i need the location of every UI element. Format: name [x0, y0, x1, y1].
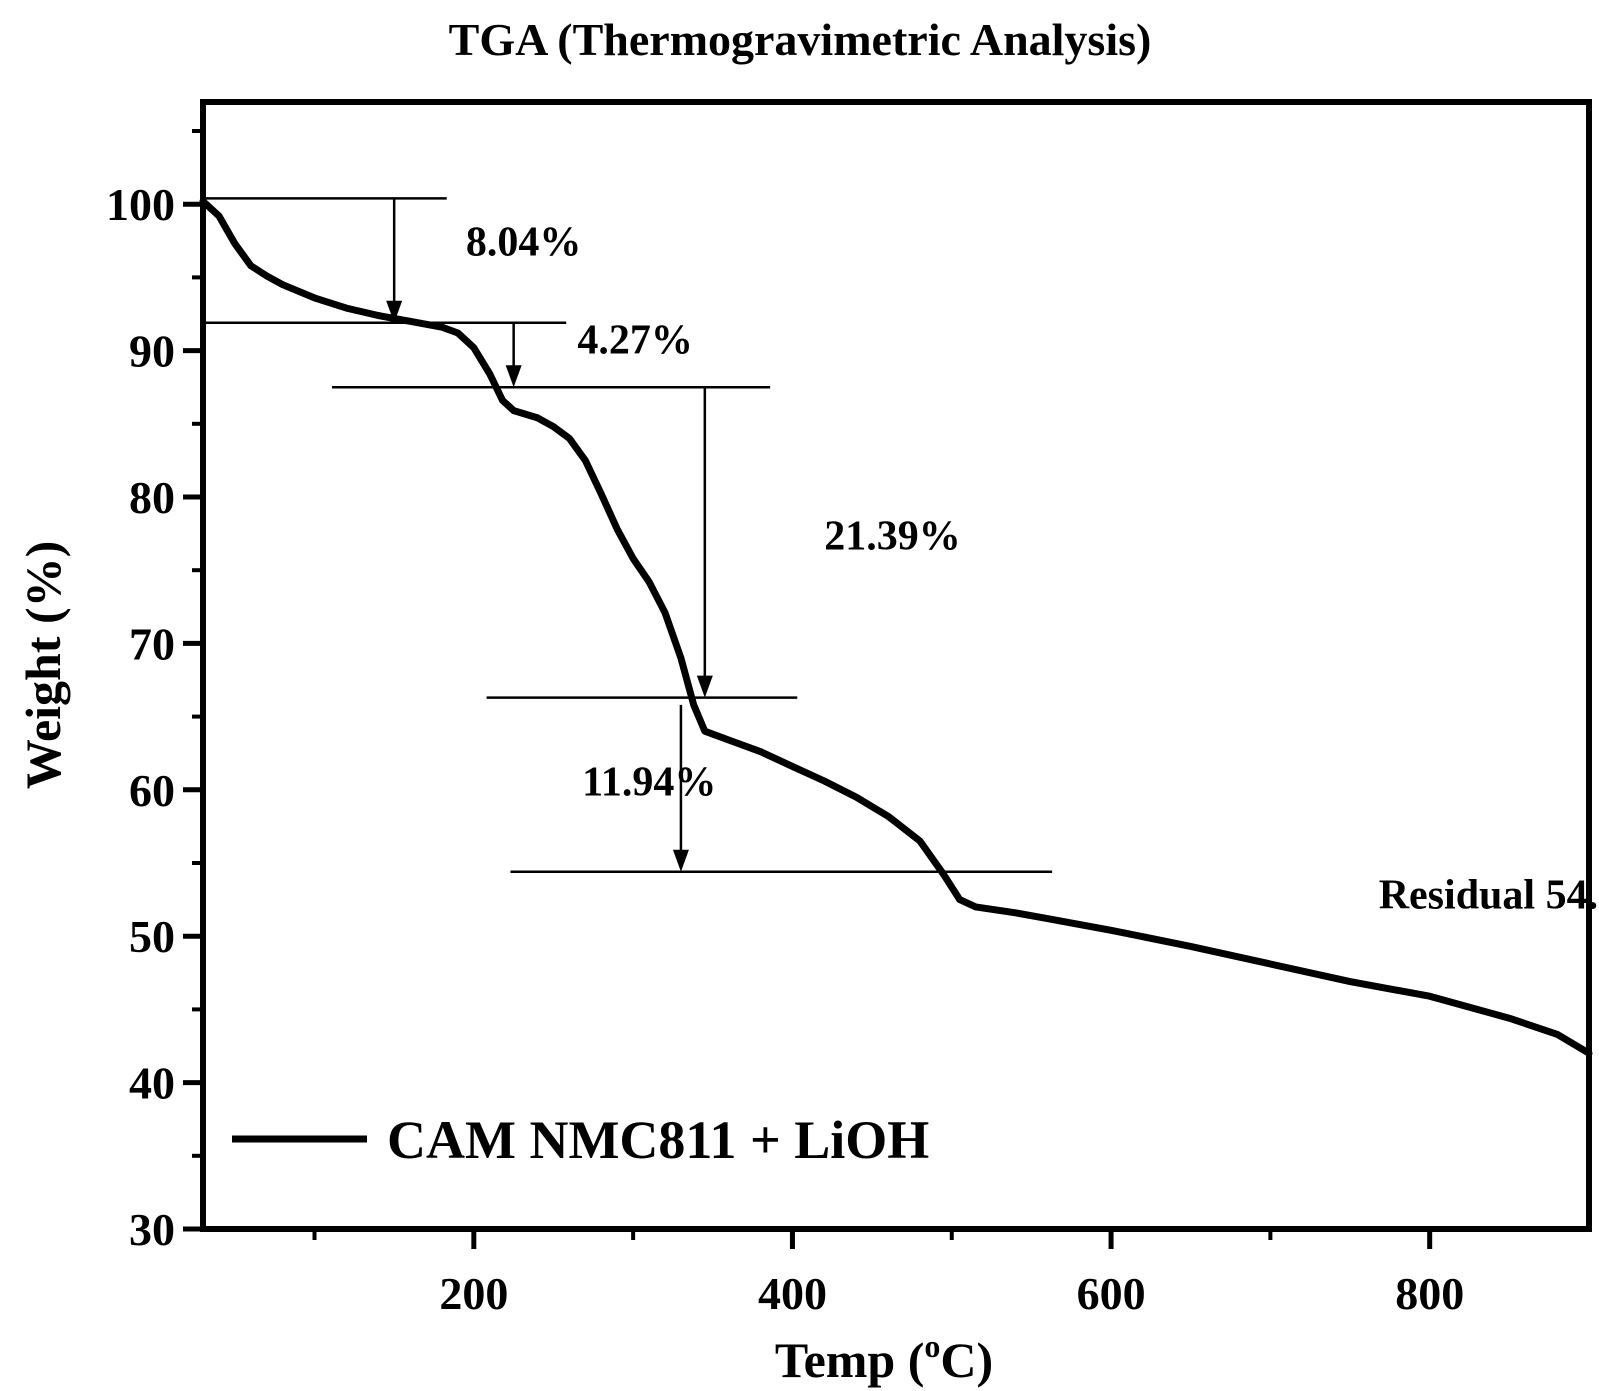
- y-tick-label: 30: [129, 1204, 175, 1255]
- x-tick-label: 600: [1077, 1268, 1146, 1319]
- legend: CAM NMC811 + LiOH: [232, 1110, 929, 1170]
- y-axis-ticks: 30 40 50 60 70 80 90 100: [106, 129, 203, 1255]
- arrow-head: [672, 849, 689, 872]
- annotation-label: Residual 54.36%: [1379, 872, 1599, 918]
- y-tick-label: 100: [106, 179, 175, 230]
- arrow-head: [386, 300, 403, 323]
- x-axis-label: Temp (oC): [775, 1328, 993, 1388]
- annotation-labels: 8.04% 4.27% 21.39% 11.94% Residual 54.36%: [466, 219, 1599, 918]
- step-arrows: [386, 198, 713, 872]
- y-axis-label: Weight (%): [15, 541, 71, 790]
- series-line: [199, 197, 1593, 1057]
- y-tick-label: 90: [129, 326, 175, 377]
- y-tick-label: 50: [129, 911, 175, 962]
- annotation-label: 8.04%: [466, 219, 582, 265]
- annotation-label: 11.94%: [582, 760, 716, 806]
- legend-label: CAM NMC811 + LiOH: [387, 1110, 929, 1170]
- y-tick-label: 60: [129, 765, 175, 816]
- y-tick-label: 70: [129, 618, 175, 669]
- annotation-label: 4.27%: [577, 318, 693, 364]
- x-axis-ticks: 200 400 600 800: [312, 1229, 1464, 1319]
- reference-lines: [203, 197, 1053, 874]
- chart-title: TGA (Thermogravimetric Analysis): [449, 14, 1152, 65]
- arrow-head: [505, 365, 522, 388]
- arrow-head: [696, 675, 713, 698]
- x-tick-label: 800: [1395, 1268, 1464, 1319]
- annotation-label: 21.39%: [824, 514, 961, 560]
- y-tick-label: 40: [129, 1058, 175, 1109]
- series-group: [199, 197, 1593, 1057]
- x-tick-label: 200: [439, 1268, 508, 1319]
- y-tick-label: 80: [129, 472, 175, 523]
- plot-frame: [200, 99, 1592, 1232]
- x-tick-label: 400: [758, 1268, 827, 1319]
